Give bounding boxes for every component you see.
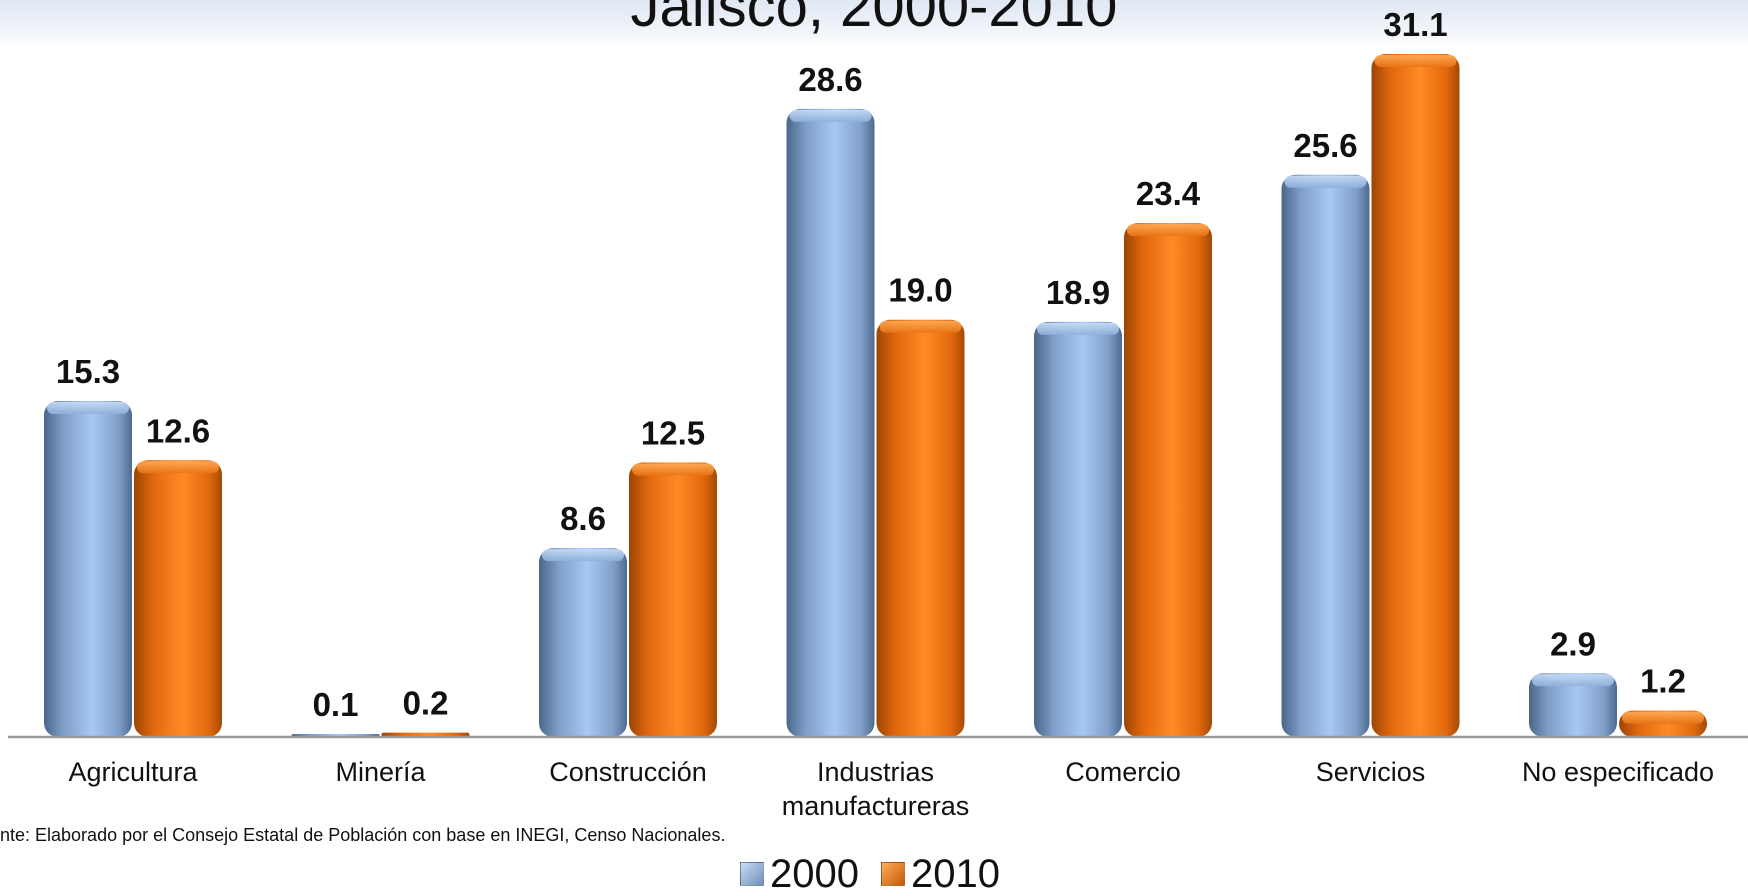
value-label-2000-4: 18.9 (1046, 274, 1110, 311)
category-label-3: Industrias manufactureras (782, 757, 970, 821)
bar-2010-0 (134, 460, 222, 737)
bar-cap-2000-6 (1532, 674, 1614, 687)
legend-swatch-2000 (740, 862, 764, 886)
bar-cap-2010-6 (1622, 711, 1704, 724)
value-label-2010-3: 19.0 (888, 272, 952, 309)
bar-cap-2000-4 (1037, 322, 1119, 335)
value-label-2010-0: 12.6 (146, 412, 210, 449)
chart-title: Jalisco, 2000-2010 (630, 0, 1118, 39)
bar-cap-2000-5 (1284, 175, 1367, 188)
bar-2010-4 (1124, 223, 1212, 737)
bar-body-2010-2 (629, 462, 717, 737)
bar-cap-2010-4 (1127, 224, 1209, 237)
category-label-6: No especificado (1522, 757, 1714, 787)
value-label-2000-5: 25.6 (1293, 127, 1357, 164)
bar-body-2000-5 (1281, 174, 1370, 737)
bar-body-2010-3 (876, 319, 965, 737)
bar-2010-2 (629, 462, 717, 737)
bar-body-2000-6 (1529, 673, 1617, 737)
bar-2000-5 (1281, 174, 1370, 737)
bar-cap-2000-2 (542, 549, 624, 562)
bar-body-2000-0 (44, 400, 132, 737)
category-label-2: Construcción (549, 757, 707, 787)
bar-2010-3 (876, 319, 965, 737)
bar-2000-2 (539, 548, 627, 737)
value-label-2000-3: 28.6 (798, 61, 862, 98)
bar-body-2000-4 (1034, 321, 1122, 737)
bar-cap-2010-2 (632, 463, 714, 476)
bar-2000-4 (1034, 321, 1122, 737)
bar-body-2010-5 (1371, 54, 1460, 737)
value-label-2010-4: 23.4 (1136, 175, 1201, 212)
legend-item-2010: 2010 (880, 852, 1000, 896)
bar-2010-6 (1619, 710, 1707, 737)
value-label-2010-6: 1.2 (1640, 663, 1686, 700)
legend: 2000 2010 (740, 853, 1000, 895)
bar-cap-2010-5 (1374, 55, 1457, 67)
bar-2010-5 (1371, 54, 1460, 737)
value-label-2000-6: 2.9 (1550, 625, 1596, 662)
source-note: nte: Elaborado por el Consejo Estatal de… (0, 825, 726, 845)
bar-2000-6 (1529, 673, 1617, 737)
bar-body-2010-4 (1124, 223, 1212, 737)
legend-label-2000: 2000 (770, 852, 859, 896)
legend-label-2010: 2010 (910, 852, 1000, 896)
value-label-2010-5: 31.1 (1383, 6, 1447, 43)
legend-swatch-2010 (880, 862, 905, 886)
category-label-5: Servicios (1316, 757, 1426, 787)
value-label-2000-1: 0.1 (313, 686, 359, 723)
legend-item-2000: 2000 (740, 854, 859, 894)
value-label-2010-2: 12.5 (641, 414, 705, 451)
category-label-4: Comercio (1065, 757, 1181, 787)
bar-2000-0 (44, 400, 132, 737)
value-label-2000-0: 15.3 (56, 353, 120, 390)
title-band: Jalisco, 2000-2010 (0, 0, 1748, 48)
category-label-1: Minería (335, 757, 426, 787)
bar-body-2000-2 (539, 548, 627, 737)
bar-cap-2000-0 (47, 401, 129, 414)
bar-cap-2000-3 (789, 109, 872, 122)
bar-body-2000-3 (786, 108, 875, 737)
bar-2000-3 (786, 108, 875, 737)
value-label-2010-1: 0.2 (403, 685, 449, 722)
category-label-0: Agricultura (68, 757, 198, 787)
value-label-2000-2: 8.6 (560, 500, 606, 537)
bar-cap-2010-3 (879, 320, 962, 333)
bar-body-2010-0 (134, 460, 222, 737)
bar-cap-2010-0 (137, 461, 219, 474)
